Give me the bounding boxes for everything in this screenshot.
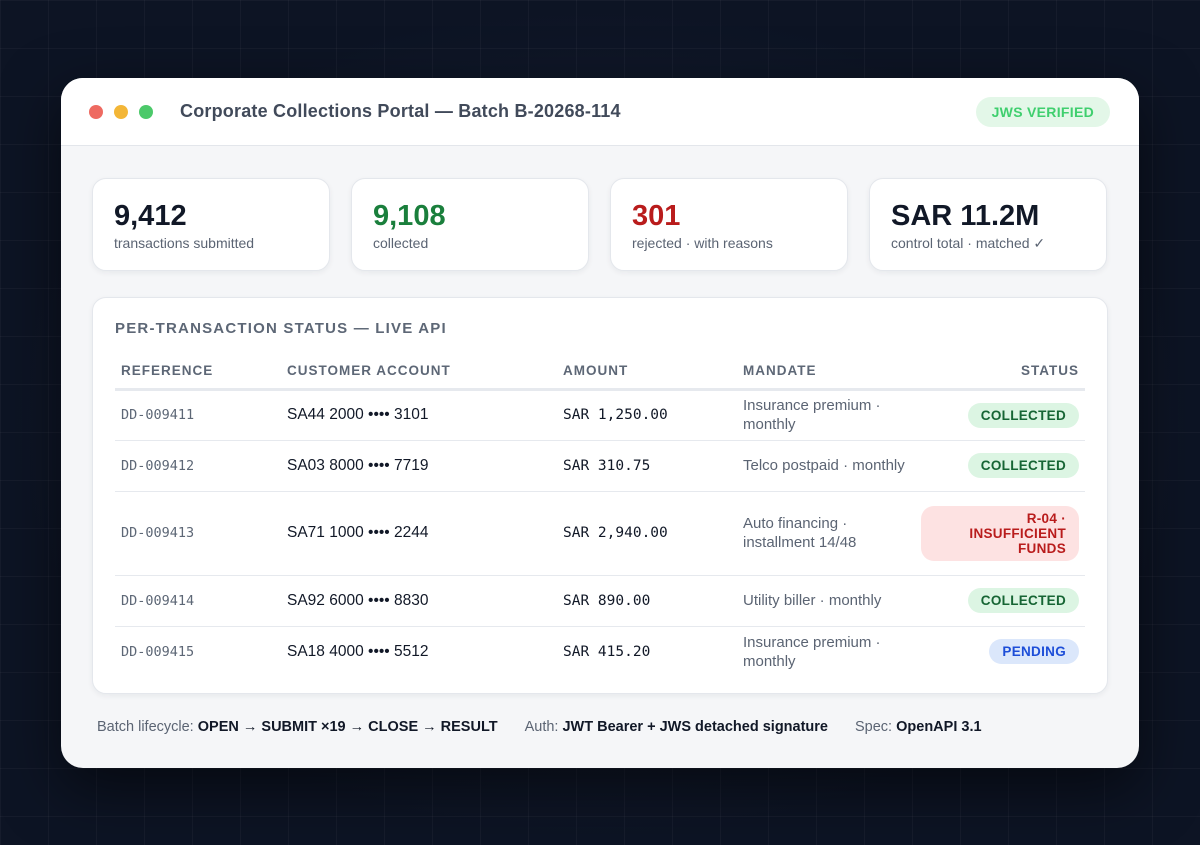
footer-auth-value: JWT Bearer + JWS detached signature <box>562 719 828 735</box>
status-badge: COLLECTED <box>967 453 1079 478</box>
column-header-account[interactable]: CUSTOMER ACCOUNT <box>281 353 557 391</box>
stat-value: 301 <box>632 200 681 232</box>
amount-cell: SAR 310.75 <box>557 440 737 492</box>
amount-cell: SAR 2,940.00 <box>557 491 737 576</box>
status-cell: COLLECTED <box>915 389 1085 441</box>
mandate-cell: Insurance premium · monthly <box>737 389 915 441</box>
stat-value: 9,108 <box>373 200 446 232</box>
close-window-button[interactable] <box>89 104 103 119</box>
table-row[interactable]: DD-009412 SA03 8000 •••• 7719 SAR 310.75… <box>115 440 1085 492</box>
title-bar: Corporate Collections Portal — Batch B-2… <box>61 78 1139 146</box>
footer-lifecycle-value: OPEN → SUBMIT ×19 → CLOSE → RESULT <box>197 719 498 735</box>
stat-value: SAR 11.2M <box>891 200 1040 232</box>
status-cell: R-04 · INSUFFICIENT FUNDS <box>915 491 1085 576</box>
reference-cell: DD-009412 <box>115 440 281 492</box>
table-row[interactable]: DD-009414 SA92 6000 •••• 8830 SAR 890.00… <box>115 575 1085 627</box>
amount-cell: SAR 1,250.00 <box>557 389 737 441</box>
minimize-window-button[interactable] <box>114 104 128 119</box>
stat-label: rejected · with reasons <box>632 235 773 251</box>
stat-card-rejected: 301 rejected · with reasons <box>610 178 848 271</box>
status-cell: PENDING <box>915 626 1085 677</box>
stat-card-collected: 9,108 collected <box>351 178 589 271</box>
status-badge: PENDING <box>989 639 1079 665</box>
transaction-status-panel: PER-TRANSACTION STATUS — LIVE API REFERE… <box>92 297 1108 694</box>
status-badge: R-04 · INSUFFICIENT FUNDS <box>921 505 1079 561</box>
table-row[interactable]: DD-009411 SA44 2000 •••• 3101 SAR 1,250.… <box>115 389 1085 441</box>
reference-cell: DD-009413 <box>115 491 281 576</box>
reference-cell: DD-009414 <box>115 575 281 627</box>
stat-label: transactions submitted <box>114 235 255 251</box>
column-header-status[interactable]: STATUS <box>915 353 1085 391</box>
stat-label: control total · matched ✓ <box>891 235 1046 251</box>
account-cell: SA44 2000 •••• 3101 <box>281 389 557 441</box>
stat-card-submitted: 9,412 transactions submitted <box>92 178 330 271</box>
stat-label: collected <box>373 235 429 251</box>
footer-auth-label: Auth: <box>524 719 559 735</box>
table-header-row: REFERENCE CUSTOMER ACCOUNT AMOUNT MANDAT… <box>115 353 1085 391</box>
mandate-cell: Insurance premium · monthly <box>743 633 881 670</box>
status-badge: COLLECTED <box>967 402 1079 428</box>
column-header-amount[interactable]: AMOUNT <box>557 353 737 391</box>
status-cell: COLLECTED <box>915 575 1085 627</box>
jws-verified-badge: JWS VERIFIED <box>975 97 1110 127</box>
table-row[interactable]: DD-009413 SA71 1000 •••• 2244 SAR 2,940.… <box>115 491 1085 576</box>
portal-window: Corporate Collections Portal — Batch B-2… <box>61 78 1139 768</box>
footer-info: Batch lifecycle: OPEN → SUBMIT ×19 → CLO… <box>97 719 1009 735</box>
account-cell: SA18 4000 •••• 5512 <box>287 642 429 660</box>
status-badge: COLLECTED <box>967 588 1079 613</box>
table-row[interactable]: DD-009415 SA18 4000 •••• 5512 SAR 415.20… <box>115 626 1085 677</box>
window-title: Corporate Collections Portal — Batch B-2… <box>180 101 621 121</box>
panel-title: PER-TRANSACTION STATUS — LIVE API <box>115 320 447 337</box>
stat-value: 9,412 <box>114 200 187 232</box>
transaction-table: REFERENCE CUSTOMER ACCOUNT AMOUNT MANDAT… <box>115 353 1085 677</box>
status-cell: COLLECTED <box>915 440 1085 492</box>
footer-lifecycle-label: Batch lifecycle: <box>97 719 194 735</box>
amount-cell: SAR 415.20 <box>563 643 651 660</box>
mandate-cell: Utility biller · monthly <box>737 575 915 627</box>
footer-spec: Spec: OpenAPI 3.1 <box>855 719 982 735</box>
amount-cell: SAR 890.00 <box>557 575 737 627</box>
stat-card-control-total: SAR 11.2M control total · matched ✓ <box>869 178 1107 271</box>
column-header-mandate[interactable]: MANDATE <box>737 353 915 391</box>
footer-lifecycle: Batch lifecycle: OPEN → SUBMIT ×19 → CLO… <box>97 719 498 735</box>
reference-cell: DD-009415 <box>121 643 195 660</box>
mandate-cell: Auto financing · installment 14/48 <box>737 491 915 576</box>
footer-spec-label: Spec: <box>855 719 893 735</box>
mandate-cell: Telco postpaid · monthly <box>737 440 915 492</box>
column-header-reference[interactable]: REFERENCE <box>115 353 281 391</box>
summary-stats: 9,412 transactions submitted 9,108 colle… <box>92 178 1107 271</box>
account-cell: SA71 1000 •••• 2244 <box>281 491 557 576</box>
footer-auth: Auth: JWT Bearer + JWS detached signatur… <box>525 719 828 735</box>
maximize-window-button[interactable] <box>139 104 153 119</box>
reference-cell: DD-009411 <box>115 389 281 441</box>
account-cell: SA03 8000 •••• 7719 <box>281 440 557 492</box>
footer-spec-value: OpenAPI 3.1 <box>896 719 982 735</box>
account-cell: SA92 6000 •••• 8830 <box>281 575 557 627</box>
